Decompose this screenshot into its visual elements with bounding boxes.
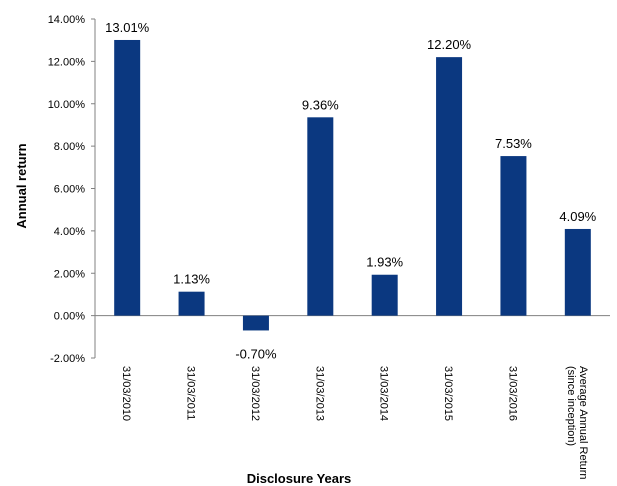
y-axis-ticks: -2.00% 0.00% 2.00% 4.00% 6.00% 8.00% 10.00% 12.… bbox=[48, 14, 95, 365]
data-label: 1.93% bbox=[366, 255, 403, 270]
data-label: 4.09% bbox=[559, 209, 596, 224]
category-label: 31/03/2016 bbox=[506, 366, 518, 421]
data-label: 7.53% bbox=[495, 136, 532, 151]
category-label: Average Annual Return(since inception) bbox=[565, 366, 589, 480]
y-tick-label: 6.00% bbox=[54, 184, 85, 196]
y-tick-label: -2.00% bbox=[50, 353, 85, 365]
bar bbox=[114, 39, 141, 316]
y-tick-label: 2.00% bbox=[54, 268, 85, 280]
y-tick-label: 12.00% bbox=[48, 56, 86, 68]
y-tick-label: 8.00% bbox=[54, 141, 85, 153]
bar bbox=[436, 57, 463, 316]
data-label: 12.20% bbox=[427, 37, 472, 52]
bar bbox=[500, 156, 527, 316]
data-label: 1.13% bbox=[173, 272, 210, 287]
category-label: 31/03/2012 bbox=[249, 366, 261, 421]
category-label: 31/03/2011 bbox=[185, 366, 197, 420]
y-tick-label: 0.00% bbox=[54, 311, 85, 323]
data-label: -0.70% bbox=[235, 346, 277, 361]
plot-area: -2.00% 0.00% 2.00% 4.00% 6.00% 8.00% 10.00% 12.… bbox=[48, 14, 610, 480]
bar bbox=[178, 291, 205, 316]
category-label: 31/03/2010 bbox=[120, 366, 132, 421]
y-axis-title: Annual return bbox=[14, 143, 29, 228]
y-tick-label: 10.00% bbox=[48, 99, 86, 111]
bar bbox=[564, 228, 591, 316]
data-labels: 13.01% 1.13% -0.70% 9.36% 1.93% 12.20% 7.53% 4.… bbox=[105, 20, 597, 361]
category-labels: 31/03/2010 31/03/2011 31/03/2012 31/03/2013… bbox=[120, 366, 589, 480]
data-label: 9.36% bbox=[302, 97, 339, 112]
bar-series bbox=[114, 39, 591, 331]
y-tick-label: 4.00% bbox=[54, 226, 85, 238]
bar bbox=[307, 117, 334, 316]
category-label: 31/03/2013 bbox=[313, 366, 325, 421]
y-tick-label: 14.00% bbox=[48, 14, 86, 26]
bar bbox=[242, 315, 269, 331]
x-axis-title: Disclosure Years bbox=[247, 471, 352, 486]
category-label: 31/03/2015 bbox=[442, 366, 454, 421]
category-label: 31/03/2014 bbox=[378, 366, 390, 421]
bar bbox=[371, 274, 398, 316]
data-label: 13.01% bbox=[105, 20, 150, 35]
